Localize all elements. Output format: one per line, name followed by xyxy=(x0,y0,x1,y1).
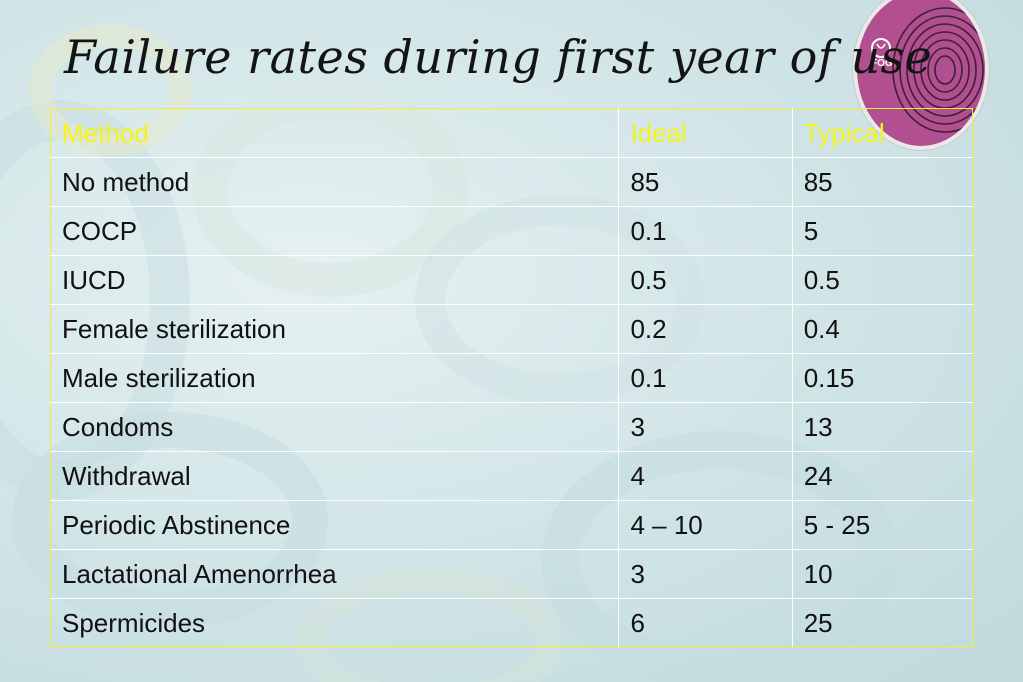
cell-typical: 25 xyxy=(791,598,974,648)
cell-method: COCP xyxy=(49,206,620,256)
table-row: Lactational Amenorrhea 3 10 xyxy=(49,549,974,599)
header-typical: Typical xyxy=(791,108,974,158)
table-row: IUCD 0.5 0.5 xyxy=(49,255,974,305)
cell-ideal: 3 xyxy=(618,402,793,452)
cell-method: Condoms xyxy=(49,402,620,452)
cell-method: IUCD xyxy=(49,255,620,305)
cell-method: Spermicides xyxy=(49,598,620,648)
failure-rates-table: Method Ideal Typical No method 85 85 COC… xyxy=(49,108,974,648)
cell-method: No method xyxy=(49,157,620,207)
cell-method: Periodic Abstinence xyxy=(49,500,620,550)
cell-ideal: 6 xyxy=(618,598,793,648)
cell-typical: 5 - 25 xyxy=(791,500,974,550)
slide-title: Failure rates during first year of use xyxy=(64,30,933,84)
cell-method: Lactational Amenorrhea xyxy=(49,549,620,599)
table-row: Periodic Abstinence 4 – 10 5 - 25 xyxy=(49,500,974,550)
cell-typical: 0.5 xyxy=(791,255,974,305)
table-row: Withdrawal 4 24 xyxy=(49,451,974,501)
cell-ideal: 0.1 xyxy=(618,353,793,403)
cell-typical: 24 xyxy=(791,451,974,501)
cell-ideal: 4 xyxy=(618,451,793,501)
table-row: Condoms 3 13 xyxy=(49,402,974,452)
cell-typical: 85 xyxy=(791,157,974,207)
cell-method: Withdrawal xyxy=(49,451,620,501)
cell-typical: 5 xyxy=(791,206,974,256)
table-header-row: Method Ideal Typical xyxy=(49,108,974,158)
cell-ideal: 85 xyxy=(618,157,793,207)
header-method: Method xyxy=(49,108,620,158)
table-row: COCP 0.1 5 xyxy=(49,206,974,256)
cell-typical: 13 xyxy=(791,402,974,452)
header-ideal: Ideal xyxy=(618,108,793,158)
cell-method: Female sterilization xyxy=(49,304,620,354)
cell-method: Male sterilization xyxy=(49,353,620,403)
cell-ideal: 4 – 10 xyxy=(618,500,793,550)
logo-text: FOG xyxy=(871,58,893,69)
table-row: Male sterilization 0.1 0.15 xyxy=(49,353,974,403)
cell-typical: 10 xyxy=(791,549,974,599)
table-row: No method 85 85 xyxy=(49,157,974,207)
cell-ideal: 0.5 xyxy=(618,255,793,305)
table-row: Female sterilization 0.2 0.4 xyxy=(49,304,974,354)
cell-ideal: 0.1 xyxy=(618,206,793,256)
table-row: Spermicides 6 25 xyxy=(49,598,974,648)
cell-typical: 0.4 xyxy=(791,304,974,354)
cell-typical: 0.15 xyxy=(791,353,974,403)
cell-ideal: 3 xyxy=(618,549,793,599)
cell-ideal: 0.2 xyxy=(618,304,793,354)
